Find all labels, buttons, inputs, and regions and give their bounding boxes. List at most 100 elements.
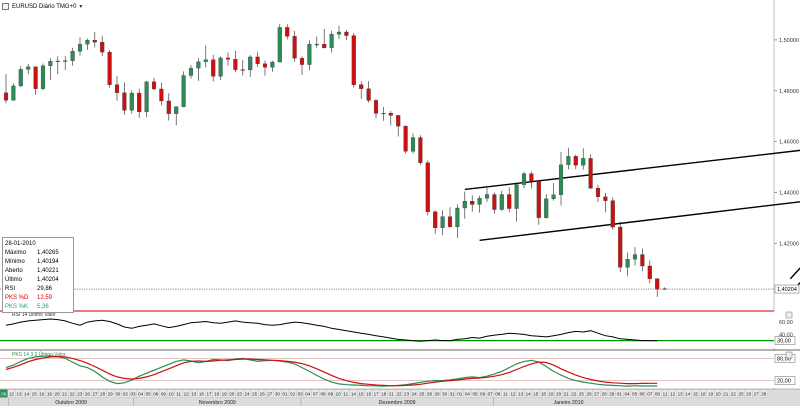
- data-window-value: 1,40265: [37, 249, 59, 256]
- candle-down: [211, 59, 216, 77]
- date-day-label: 05: [472, 392, 478, 397]
- candle-up: [196, 61, 201, 69]
- date-day-label: 31: [450, 392, 456, 397]
- date-day-label: 22: [396, 392, 402, 397]
- candle-up: [551, 194, 556, 200]
- data-window-value: 1,40221: [37, 267, 59, 274]
- candle-down: [433, 211, 438, 228]
- candle-up: [329, 34, 334, 48]
- chart-title-bar[interactable]: EURUSD Diário TMG+0 ▾: [2, 1, 82, 12]
- date-day-label: 15: [32, 392, 38, 397]
- date-day-label: 14: [351, 392, 357, 397]
- symbol-icon[interactable]: [2, 3, 9, 10]
- stoch-legend: PKS 14 3 3 Último Valor: [12, 351, 66, 358]
- date-day-label: 03: [298, 392, 304, 397]
- date-day-label: 11: [663, 392, 668, 397]
- date-day-label: 23: [404, 392, 410, 397]
- candle-up: [499, 194, 504, 210]
- candle-down: [225, 57, 231, 60]
- candle-down: [166, 100, 171, 114]
- chevron-down-icon[interactable]: ▾: [79, 4, 83, 10]
- date-day-label: 04: [138, 392, 144, 397]
- date-day-label: 27: [754, 392, 760, 397]
- date-day-label: 25: [419, 392, 425, 397]
- date-axis: 06 12 13 14 15 16 19 20 21 22 23 26 27 28 29 30 02 03 04 05…: [0, 388, 800, 406]
- date-day-label: 19: [222, 392, 228, 397]
- date-day-label: 06: [480, 392, 486, 397]
- data-window-row: Mínimo 1,40194: [5, 257, 71, 266]
- date-day-label: 21: [723, 392, 729, 397]
- date-day-label: 11: [503, 392, 508, 397]
- candle-down: [240, 69, 245, 71]
- stoch-tick-label: 20,00: [777, 379, 791, 385]
- data-window-value: 29,86: [37, 285, 53, 292]
- date-day-label: 10: [168, 392, 174, 397]
- date-day-label: 19: [548, 392, 554, 397]
- candle-up: [566, 156, 571, 165]
- candle-up: [277, 27, 282, 63]
- date-day-label: 25: [738, 392, 744, 397]
- data-window-label: Aberto: [5, 267, 23, 274]
- candle-up: [188, 67, 194, 76]
- data-window-value: 12,59: [37, 294, 53, 301]
- date-day-label: 24: [244, 392, 250, 397]
- date-day-label: 18: [381, 392, 387, 397]
- data-window-label: PKS %D: [5, 294, 29, 301]
- candle-down: [507, 194, 512, 209]
- candle-up: [55, 60, 60, 62]
- data-window-row: Último 1,40204: [5, 275, 71, 284]
- candle-down: [285, 27, 290, 37]
- candle-up: [410, 137, 416, 152]
- stoch-level-box: [774, 354, 796, 363]
- date-day-label: 08: [320, 392, 326, 397]
- trend-line: [789, 267, 800, 280]
- data-window-row: PKS %D 12,59: [5, 293, 71, 302]
- price-axis: 1,50000 1,48000 1,46000 1,44000 1,42000 1,402…: [0, 38, 800, 294]
- rsi-tick-label: 60,00: [779, 320, 793, 326]
- data-window: 28-01-2010 Máximo 1,40265 Mínimo 1,40194 Abe…: [2, 237, 74, 313]
- date-day-label: 30: [442, 392, 448, 397]
- stoch-panel-close-icon: [785, 351, 793, 359]
- candle-down: [529, 173, 534, 182]
- price-tick-label: 1,50000: [779, 38, 799, 44]
- candle-down: [595, 188, 601, 197]
- candle-up: [477, 198, 482, 205]
- rsi-level-label: 30,00: [777, 339, 791, 345]
- date-day-label: 21: [389, 392, 395, 397]
- date-day-label: 29: [434, 392, 440, 397]
- candle-down: [3, 92, 9, 101]
- date-day-label: 08: [655, 392, 661, 397]
- date-day-label: 20: [556, 392, 562, 397]
- candle-down: [388, 112, 393, 116]
- date-day-label: 13: [191, 392, 197, 397]
- candle-up: [174, 106, 179, 114]
- data-window-value: 1,40194: [37, 258, 59, 265]
- candle-up: [514, 184, 519, 209]
- date-day-label: 22: [70, 392, 76, 397]
- candle-up: [270, 61, 275, 68]
- date-day-label: 12: [670, 392, 676, 397]
- date-day-label: 04: [624, 392, 630, 397]
- date-day-label: 29: [609, 392, 615, 397]
- date-day-label: 25: [579, 392, 585, 397]
- candle-down: [588, 158, 593, 189]
- month-label: Novembro 2009: [199, 400, 236, 406]
- stoch-level-box: [774, 376, 796, 385]
- candle-up: [63, 60, 68, 62]
- candle-down: [492, 194, 497, 210]
- candle-down: [107, 51, 112, 85]
- date-day-label: 21: [564, 392, 570, 397]
- candle-up: [521, 173, 527, 185]
- candle-up: [462, 200, 467, 209]
- date-day-label: 18: [541, 392, 547, 397]
- data-window-label: Mínimo: [5, 258, 25, 265]
- rsi-panel-close-icon: [785, 311, 793, 319]
- candle-down: [92, 40, 97, 43]
- candle-down: [396, 115, 401, 127]
- candle-up: [544, 198, 549, 218]
- date-day-label: 04: [465, 392, 471, 397]
- candle-up: [440, 216, 445, 228]
- candle-up: [632, 254, 638, 260]
